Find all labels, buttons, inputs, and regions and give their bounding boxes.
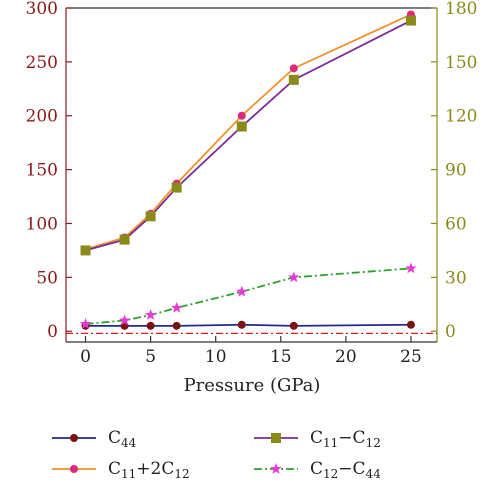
data-point	[146, 321, 155, 330]
data-point	[289, 64, 298, 73]
left-tick-label: 300	[26, 0, 58, 19]
x-tick-label: 5	[145, 347, 156, 367]
series-layer	[66, 10, 437, 334]
data-point	[288, 74, 299, 85]
series-4	[79, 262, 417, 329]
data-point	[289, 321, 298, 330]
data-point	[288, 271, 300, 283]
series-line	[85, 19, 412, 252]
left-tick-label: 0	[47, 322, 58, 342]
right-tick-label: 0	[445, 322, 456, 342]
series-line	[85, 13, 412, 251]
x-tick-label: 20	[335, 347, 357, 367]
legend-item: C44	[52, 428, 137, 450]
left-tick-label: 200	[26, 107, 58, 127]
x-tick-label: 0	[80, 347, 91, 367]
data-point	[236, 285, 248, 297]
legend-item: C12−C44	[254, 459, 381, 481]
right-tick-label: 90	[445, 161, 467, 181]
data-point	[79, 318, 92, 329]
x-tick-label: 25	[400, 347, 422, 367]
data-point	[405, 262, 417, 274]
right-tick-label: 180	[445, 0, 477, 19]
left-tick-label: 50	[36, 268, 58, 288]
data-point	[236, 121, 247, 132]
legend-marker	[70, 465, 78, 473]
series-line	[85, 267, 412, 325]
legend: C44 C11+2C12 C11−C12 C12−C44	[52, 428, 381, 481]
data-point	[118, 314, 131, 326]
data-point	[80, 245, 91, 256]
series-3	[80, 15, 416, 256]
series-1	[81, 320, 415, 330]
data-point	[237, 320, 246, 329]
left-tick-label: 250	[26, 53, 58, 73]
data-point	[144, 309, 157, 320]
data-point	[405, 15, 416, 26]
legend-label: C44	[108, 428, 137, 450]
plot-frame	[65, 7, 438, 343]
x-tick-label: 15	[270, 347, 292, 367]
data-point	[145, 211, 156, 222]
axes-ticks: 0 50 100 150 200 250 300 0 30 60 90 120 150 180 0 5 10 15…	[26, 0, 478, 367]
x-axis-label: Pressure (GPa)	[184, 375, 321, 396]
legend-marker	[270, 463, 282, 474]
legend-item: C11+2C12	[52, 459, 190, 481]
right-tick-label: 60	[445, 214, 467, 234]
data-point	[172, 321, 181, 330]
legend-label: C11+2C12	[108, 459, 190, 481]
data-point	[171, 182, 182, 193]
data-point	[237, 111, 246, 120]
right-tick-label: 120	[445, 107, 477, 127]
right-tick-label: 150	[445, 53, 477, 73]
x-tick-label: 10	[205, 347, 227, 367]
legend-marker	[70, 434, 78, 442]
right-tick-label: 30	[445, 268, 467, 288]
legend-label: C12−C44	[310, 459, 381, 481]
series-2	[81, 10, 415, 254]
series-line	[85, 323, 411, 327]
legend-label: C11−C12	[310, 428, 381, 450]
left-tick-label: 100	[26, 214, 58, 234]
data-point	[119, 234, 130, 245]
left-tick-label: 150	[26, 161, 58, 181]
legend-marker	[271, 433, 281, 443]
data-point	[406, 320, 415, 329]
legend-item: C11−C12	[254, 428, 381, 450]
data-point	[170, 301, 183, 313]
